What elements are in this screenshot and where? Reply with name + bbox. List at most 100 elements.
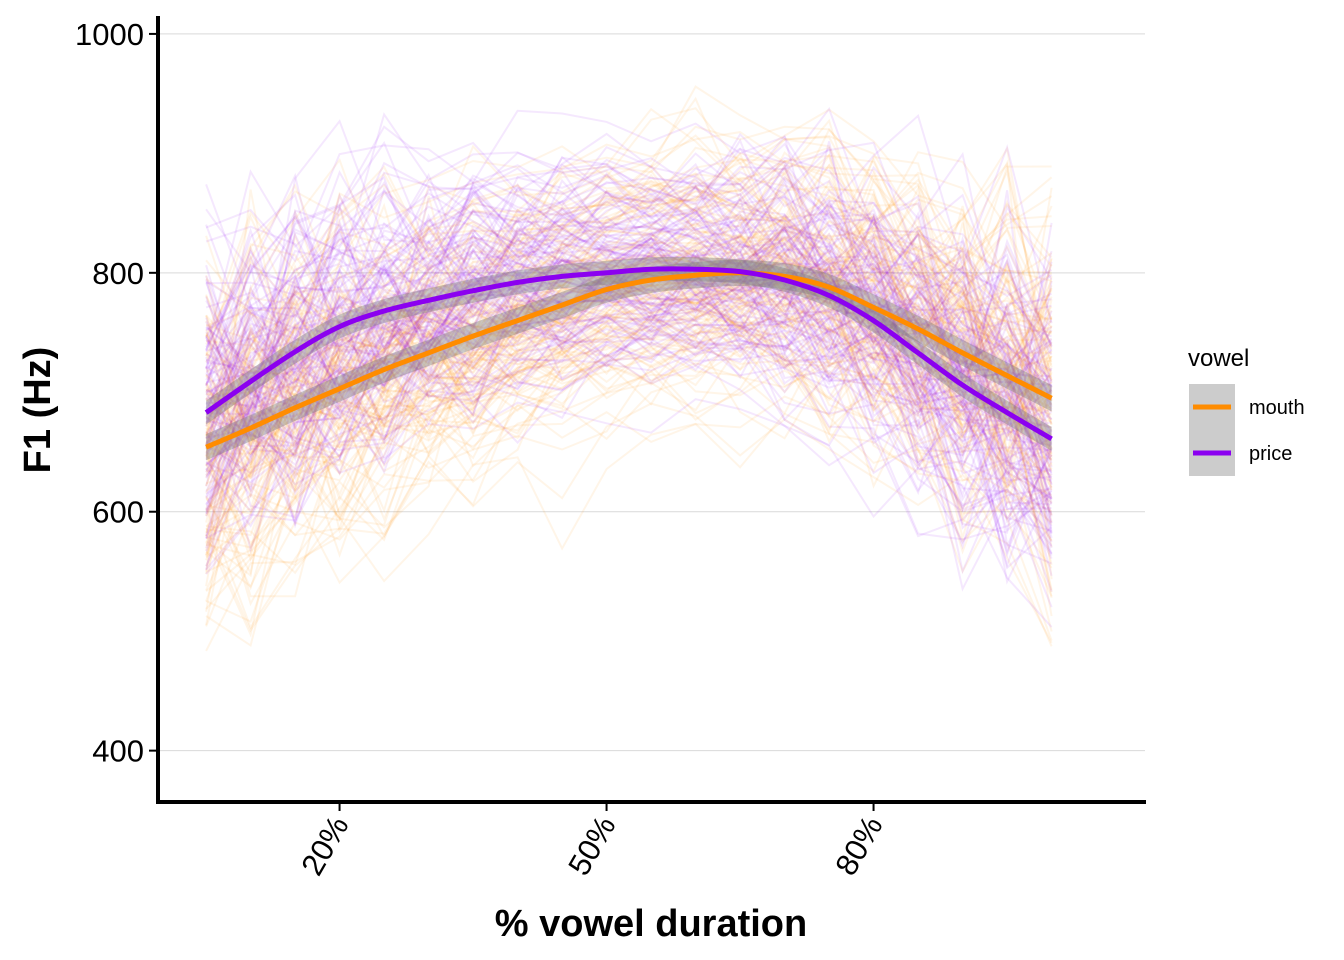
token-line-mouth	[205, 196, 1053, 487]
token-line-mouth	[205, 179, 1052, 436]
token-line-price	[205, 286, 1053, 524]
token-line-price	[205, 226, 1053, 445]
token-line-mouth	[205, 221, 1053, 494]
token-line-mouth	[205, 277, 1053, 647]
token-line-mouth	[205, 237, 1053, 523]
y-tick-label: 1000	[75, 17, 144, 52]
token-line-mouth	[205, 233, 1053, 548]
token-line-mouth	[205, 234, 1053, 513]
token-line-price	[205, 201, 1053, 422]
token-line-mouth	[205, 337, 1053, 623]
token-line-mouth	[205, 254, 1053, 480]
token-line-mouth	[205, 310, 1053, 526]
token-line-mouth	[205, 158, 1053, 340]
token-line-mouth	[205, 202, 1052, 476]
token-line-price	[205, 182, 1053, 476]
token-line-mouth	[205, 325, 1052, 549]
token-line-price	[205, 284, 1052, 483]
token-line-price	[205, 280, 1053, 534]
token-line-price	[205, 287, 1053, 530]
token-line-mouth	[205, 298, 1053, 591]
token-line-price	[205, 224, 1053, 533]
token-line-mouth	[205, 187, 1053, 557]
token-line-price	[205, 119, 1053, 442]
token-line-price	[205, 264, 1053, 569]
x-tick-label: 80%	[828, 810, 889, 881]
token-line-mouth	[205, 254, 1053, 469]
token-line-price	[205, 142, 1053, 396]
token-line-price	[205, 284, 1053, 585]
token-line-mouth	[205, 263, 1053, 412]
token-line-mouth	[205, 334, 1053, 489]
token-line-mouth	[205, 170, 1053, 439]
token-line-price	[205, 316, 1053, 534]
token-line-mouth	[205, 135, 1053, 356]
token-line-price	[205, 279, 1052, 511]
smooth-line-mouth	[205, 270, 1053, 450]
token-line-mouth	[205, 265, 1053, 458]
token-line-mouth	[205, 242, 1053, 545]
token-line-mouth	[205, 314, 1053, 520]
token-line-mouth	[205, 326, 1053, 638]
token-line-mouth	[205, 302, 1053, 575]
token-line-mouth	[205, 125, 1052, 386]
token-line-mouth	[205, 269, 1052, 537]
token-line-mouth	[206, 146, 1053, 396]
token-line-price	[205, 280, 1052, 499]
token-line-mouth	[205, 257, 1053, 576]
token-line-mouth	[205, 167, 1052, 412]
token-line-price	[205, 206, 1053, 446]
token-line-price	[205, 210, 1053, 505]
token-line-mouth	[205, 264, 1052, 456]
token-line-price	[205, 140, 1052, 453]
token-line-mouth	[205, 169, 1053, 430]
y-tick-label: 600	[92, 495, 144, 530]
token-line-price	[205, 132, 1053, 365]
token-line-mouth	[205, 241, 1052, 544]
token-line-price	[205, 232, 1052, 482]
token-line-mouth	[205, 326, 1053, 630]
token-line-mouth	[205, 220, 1053, 480]
token-line-mouth	[205, 152, 1053, 580]
token-line-mouth	[205, 265, 1052, 459]
token-line-mouth	[205, 157, 1052, 373]
token-line-price	[206, 156, 1053, 368]
token-line-mouth	[205, 171, 1053, 450]
token-line-mouth	[205, 185, 1053, 455]
legend-label-mouth: mouth	[1249, 397, 1305, 419]
token-line-mouth	[205, 372, 1053, 648]
token-line-mouth	[205, 293, 1053, 554]
token-line-price	[205, 298, 1053, 521]
token-line-price	[205, 247, 1053, 462]
token-line-mouth	[205, 293, 1053, 522]
token-line-price	[205, 109, 1053, 324]
y-ticks: 400 600 800 1000	[75, 17, 158, 769]
token-line-price	[205, 242, 1052, 446]
token-line-mouth	[205, 161, 1053, 379]
token-line-price	[205, 163, 1053, 439]
token-line-mouth	[205, 196, 1053, 561]
token-line-price	[205, 276, 1053, 498]
token-line-mouth	[205, 323, 1053, 566]
token-line-mouth	[205, 333, 1053, 588]
token-line-price	[205, 182, 1052, 410]
y-axis-title: F1 (Hz)	[17, 347, 59, 474]
token-line-price	[205, 335, 1053, 608]
token-line-mouth	[205, 107, 1052, 375]
token-line-mouth	[205, 107, 1052, 392]
token-line-mouth	[205, 85, 1052, 437]
token-line-price	[205, 171, 1053, 386]
token-line-price	[205, 248, 1052, 571]
token-line-price	[205, 178, 1052, 427]
token-line-price	[205, 177, 1053, 468]
token-line-price	[205, 225, 1053, 431]
token-line-price	[205, 337, 1052, 529]
token-line-mouth	[205, 251, 1053, 534]
token-line-mouth	[205, 331, 1053, 556]
token-line-price	[205, 227, 1053, 369]
token-line-mouth	[205, 178, 1053, 426]
token-line-mouth	[205, 222, 1052, 572]
legend-label-price: price	[1249, 443, 1292, 465]
token-line-price	[205, 269, 1053, 549]
